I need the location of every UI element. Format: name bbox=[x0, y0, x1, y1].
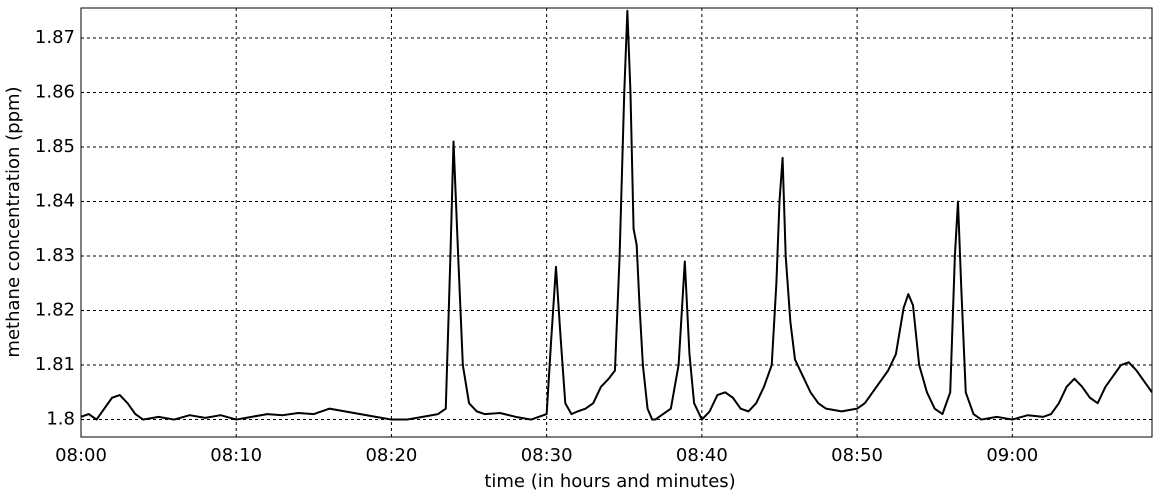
y-tick-label: 1.85 bbox=[35, 136, 75, 157]
data-line bbox=[80, 9, 1153, 421]
x-tick-label: 08:00 bbox=[55, 445, 107, 466]
y-axis-label: methane concentration (ppm) bbox=[3, 86, 24, 357]
x-tick-label: 08:20 bbox=[365, 445, 417, 466]
x-tick-label: 08:40 bbox=[676, 445, 728, 466]
y-tick-label: 1.81 bbox=[35, 354, 75, 375]
x-axis-label: time (in hours and minutes) bbox=[484, 471, 735, 492]
y-tick-label: 1.86 bbox=[35, 81, 75, 102]
y-tick-label: 1.82 bbox=[35, 300, 75, 321]
y-tick-label: 1.8 bbox=[46, 409, 75, 430]
x-tick-label: 08:30 bbox=[521, 445, 573, 466]
y-tick-label: 1.83 bbox=[35, 245, 75, 266]
x-tick-label: 08:10 bbox=[210, 445, 262, 466]
x-tick-label: 09:00 bbox=[986, 445, 1038, 466]
plot-frame bbox=[80, 7, 1153, 438]
x-tick-label: 08:50 bbox=[831, 445, 883, 466]
y-tick-label: 1.84 bbox=[35, 191, 75, 212]
y-tick-label: 1.87 bbox=[35, 27, 75, 48]
